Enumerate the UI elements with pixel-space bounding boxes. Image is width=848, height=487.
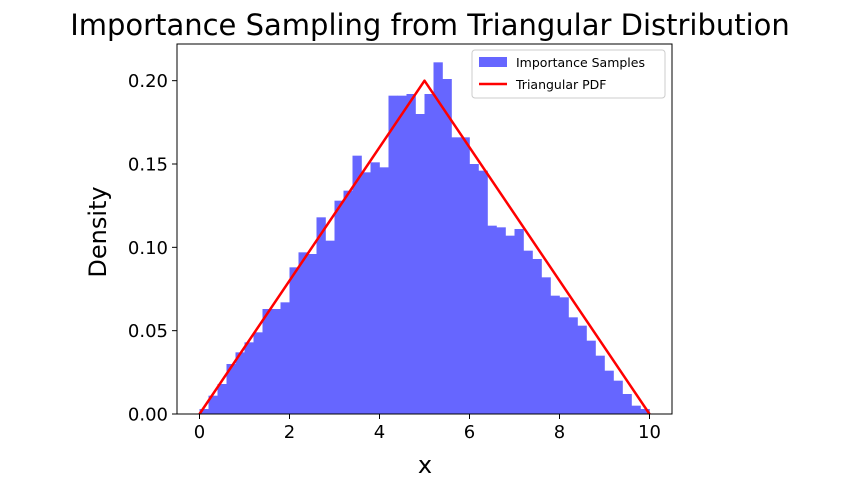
histogram-bar	[604, 370, 614, 414]
histogram-bar	[316, 217, 326, 414]
histogram-bar	[298, 252, 308, 414]
histogram-bar	[334, 200, 344, 414]
histogram-bar	[469, 164, 479, 414]
x-axis-label: x	[418, 451, 432, 479]
histogram-bar	[343, 190, 353, 414]
histogram-bar	[433, 62, 443, 414]
histogram-bar	[541, 277, 551, 414]
histogram-bar	[415, 114, 425, 414]
legend-box	[471, 49, 666, 99]
histogram-bar	[289, 267, 299, 414]
pdf-line-group	[198, 79, 651, 415]
histogram-bars	[199, 62, 650, 415]
y-axis: 0.00 0.05 0.10 0.15 0.20	[128, 71, 177, 426]
histogram-bar	[496, 227, 506, 414]
axes-frame	[176, 43, 673, 415]
triangular-pdf-line	[198, 79, 651, 415]
histogram-bar	[424, 94, 434, 414]
histogram-bar	[244, 342, 254, 414]
histogram-bar	[451, 137, 461, 415]
histogram-bar	[613, 380, 623, 414]
histogram-bar	[262, 309, 272, 414]
histogram-bar	[280, 302, 290, 414]
y-tick-label: 0.15	[128, 155, 168, 176]
legend: Importance Samples Triangular PDF	[471, 49, 666, 99]
legend-label-samples: Importance Samples	[516, 55, 645, 70]
x-tick-label: 10	[638, 422, 661, 443]
histogram-bar	[532, 259, 542, 414]
histogram-bar	[550, 295, 560, 414]
histogram-bar	[370, 162, 380, 414]
x-tick-label: 8	[554, 422, 565, 443]
histogram-bar	[460, 137, 470, 415]
y-axis-label: Density	[84, 186, 112, 277]
histogram-bar	[577, 325, 587, 414]
x-tick-label: 4	[374, 422, 385, 443]
x-tick-label: 0	[194, 422, 205, 443]
histogram-bar	[388, 95, 398, 415]
plot-area	[176, 43, 673, 415]
histogram-bar	[217, 384, 227, 414]
histogram-bar	[199, 409, 209, 414]
histogram-bar	[271, 309, 281, 414]
histogram-bar	[361, 172, 371, 414]
histogram-bar	[622, 394, 632, 414]
histogram-bar	[406, 94, 416, 414]
histogram-bar	[487, 225, 497, 414]
histogram-bar	[586, 340, 596, 414]
histogram-bar	[325, 240, 335, 414]
y-tick-label: 0.10	[128, 238, 168, 259]
histogram-bar	[505, 235, 515, 414]
histogram-bar	[208, 395, 218, 414]
histogram-bar	[352, 155, 362, 414]
histogram-bar	[523, 250, 533, 414]
histogram-bar	[235, 352, 245, 414]
histogram-bar	[595, 355, 605, 414]
x-axis: 0 2 4 6 8 10	[194, 414, 661, 443]
histogram-bar	[379, 167, 389, 414]
chart-title: Importance Sampling from Triangular Dist…	[70, 8, 790, 42]
histogram-bar	[226, 364, 236, 414]
histogram-bar	[397, 95, 407, 415]
x-tick-label: 6	[464, 422, 475, 443]
histogram-bar	[568, 317, 578, 414]
y-tick-label: 0.00	[128, 405, 168, 426]
legend-label-pdf: Triangular PDF	[515, 77, 606, 92]
histogram-bar	[514, 229, 524, 414]
y-tick-label: 0.20	[128, 71, 168, 92]
x-tick-label: 2	[284, 422, 295, 443]
histogram-bar	[442, 79, 452, 414]
histogram-bar	[253, 332, 263, 414]
histogram-bar	[640, 409, 650, 414]
y-tick-label: 0.05	[128, 321, 168, 342]
histogram-bar	[559, 297, 569, 414]
histogram-bar	[307, 254, 317, 414]
legend-swatch-samples	[479, 57, 507, 67]
histogram-bar	[478, 170, 488, 414]
histogram-bar	[631, 405, 641, 414]
